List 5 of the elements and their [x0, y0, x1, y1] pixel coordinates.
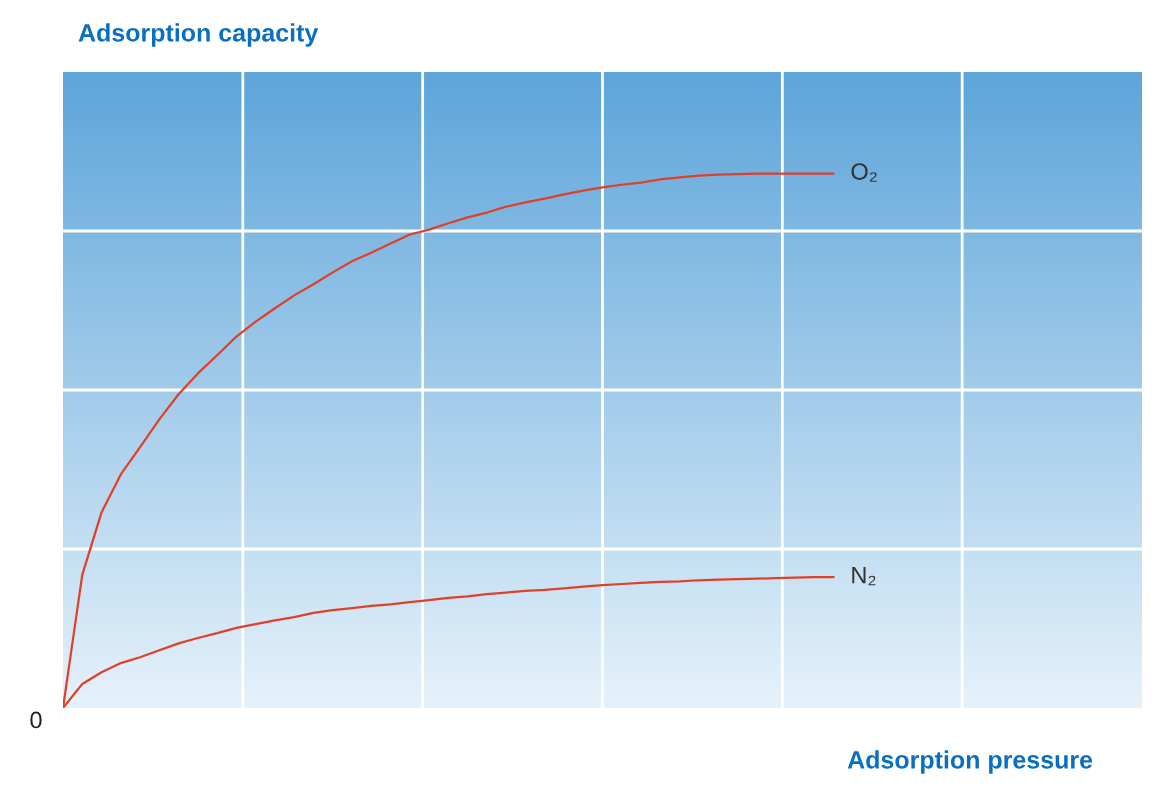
series-label: O₂ [851, 163, 877, 182]
text: 0 [30, 711, 42, 729]
series-label: N₂ [852, 566, 876, 586]
chart-title: Adsorption capacity [78, 23, 319, 47]
x-axis-title: Adsorption pressure [847, 750, 1093, 774]
